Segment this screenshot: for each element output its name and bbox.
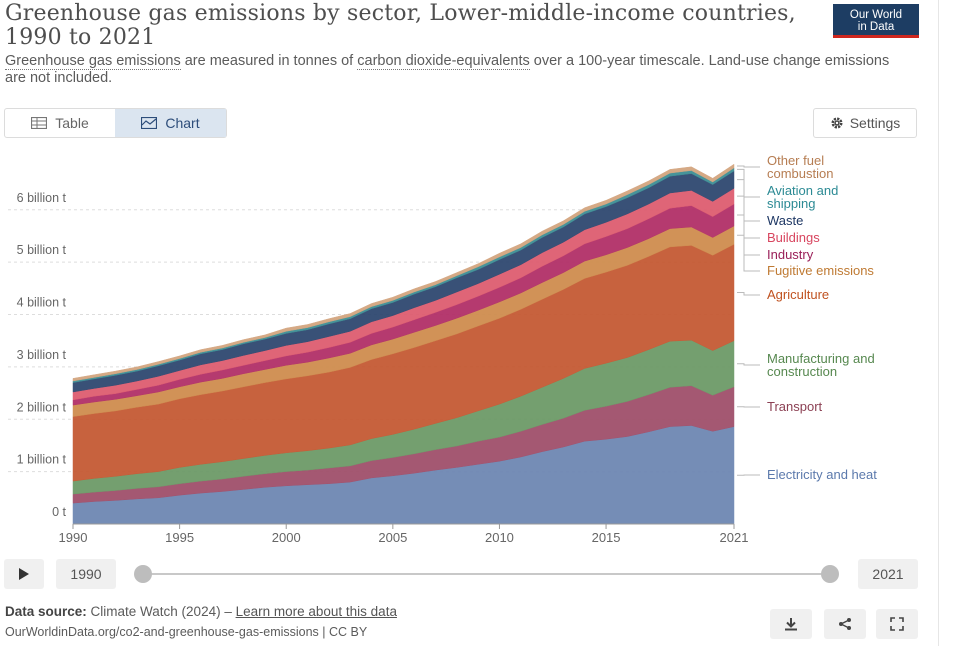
y-tick-label: 3 billion t [17, 348, 67, 362]
source-prefix: Data source: [5, 604, 87, 619]
legend-label-electricity-and-heat: Electricity and heat [767, 467, 877, 482]
legend-label-transport: Transport [767, 399, 823, 414]
legend-connector-aviation-and-shipping [737, 168, 760, 198]
data-source: Data source: Climate Watch (2024) – Lear… [5, 604, 397, 619]
view-tabs: Table Chart [4, 108, 227, 138]
play-button[interactable] [4, 559, 44, 589]
logo-line-2: in Data [857, 21, 895, 33]
y-tick-label: 0 t [52, 505, 66, 519]
fullscreen-icon [890, 617, 904, 631]
legend-label-manufacturing-and-construction: construction [767, 364, 837, 379]
timeline-track[interactable] [142, 573, 832, 575]
legend-connector-manufacturing-and-construction [737, 363, 760, 366]
legend-label-aviation-and-shipping: Aviation and [767, 183, 838, 198]
x-tick-label: 2005 [378, 530, 407, 545]
legend-label-industry: Industry [767, 247, 814, 262]
subtitle-text-1: are measured in tonnes of [180, 53, 358, 69]
source-text: Climate Watch (2024) – [86, 604, 236, 619]
legend-connector-buildings [737, 195, 760, 239]
legend-label-buildings: Buildings [767, 230, 820, 245]
y-tick-label: 2 billion t [17, 400, 67, 414]
area-other-fuel-combustion [72, 163, 735, 382]
settings-label: Settings [849, 115, 901, 131]
y-tick-label: 1 billion t [17, 453, 67, 467]
play-icon [19, 568, 29, 580]
subtitle-text-2: over a 100-year timescale. Land-use chan… [5, 53, 890, 86]
x-tick-label: 2000 [272, 530, 301, 545]
share-button[interactable] [824, 609, 866, 639]
co2eq-link[interactable]: carbon dioxide-equivalents [357, 53, 530, 70]
x-tick-label: 2021 [720, 530, 749, 545]
chart-subtitle: Greenhouse gas emissions are measured in… [5, 53, 905, 87]
chart-icon [141, 117, 158, 129]
timeline-end-handle[interactable] [821, 565, 839, 583]
timeline-end-label[interactable]: 2021 [858, 559, 918, 589]
y-tick-label: 6 billion t [17, 191, 67, 205]
tab-chart-label: Chart [165, 115, 200, 131]
share-icon [839, 618, 851, 630]
owid-logo[interactable]: Our World in Data [833, 4, 919, 38]
tab-table-label: Table [55, 115, 89, 131]
logo-bar [833, 35, 919, 38]
tab-table[interactable]: Table [5, 109, 115, 137]
x-tick-label: 2015 [592, 530, 621, 545]
y-tick-label: 5 billion t [17, 243, 67, 257]
download-icon [785, 618, 797, 631]
legend-label-manufacturing-and-construction: Manufacturing and [767, 351, 875, 366]
source-url[interactable]: OurWorldinData.org/co2-and-greenhouse-ga… [5, 625, 368, 639]
timeline-start-label[interactable]: 1990 [56, 559, 116, 589]
legend-label-other-fuel-combustion: Other fuel [767, 153, 824, 168]
ghg-link[interactable]: Greenhouse gas emissions [5, 53, 181, 70]
legend-label-aviation-and-shipping: shipping [767, 196, 815, 211]
stacked-area-chart: 0 t 1 billion t 2 billion t 3 billion t 4 bi… [8, 153, 877, 545]
legend-connector-fugitive-emissions [737, 234, 760, 272]
legend-label-waste: Waste [767, 213, 803, 228]
learn-more-link[interactable]: Learn more about this data [235, 604, 397, 619]
x-tick-label: 1995 [165, 530, 194, 545]
page-divider [938, 0, 939, 646]
gear-icon [831, 117, 843, 129]
settings-button[interactable]: Settings [813, 108, 917, 138]
legend-connector-other-fuel-combustion [737, 165, 760, 168]
legend-label-fugitive-emissions: Fugitive emissions [767, 263, 874, 278]
chart-title: Greenhouse gas emissions by sector, Lowe… [5, 1, 796, 50]
legend-label-agriculture: Agriculture [767, 287, 829, 302]
x-tick-label: 2010 [485, 530, 514, 545]
legend-label-other-fuel-combustion: combustion [767, 166, 833, 181]
fullscreen-button[interactable] [876, 609, 918, 639]
tab-chart[interactable]: Chart [115, 109, 226, 137]
table-icon [31, 117, 48, 129]
legend-connector-agriculture [737, 292, 760, 296]
download-button[interactable] [770, 609, 812, 639]
y-tick-label: 4 billion t [17, 296, 67, 310]
x-tick-label: 1990 [59, 530, 88, 545]
logo-line-1: Our World [849, 9, 903, 21]
timeline-start-handle[interactable] [134, 565, 152, 583]
